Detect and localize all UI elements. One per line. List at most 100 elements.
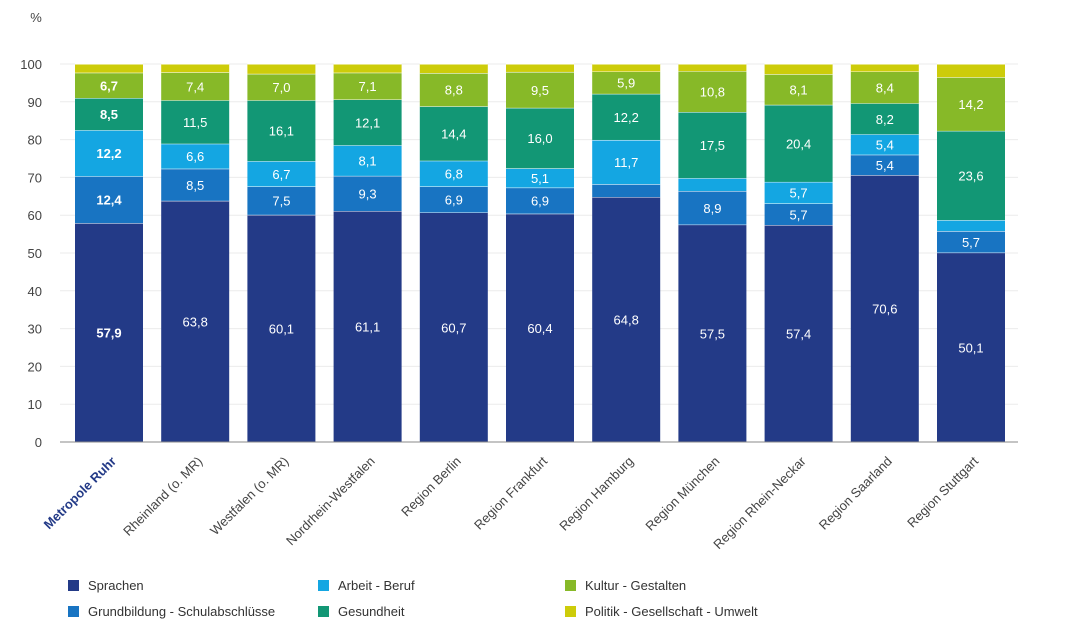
data-label: 6,7 — [100, 78, 118, 93]
data-label: 7,4 — [186, 79, 204, 94]
x-tick-label: Rheinland (o. MR) — [120, 454, 205, 539]
legend-item: Kultur - Gestalten — [565, 578, 686, 593]
data-label: 8,2 — [876, 112, 894, 127]
bar-segment — [161, 143, 230, 169]
bar-segment — [75, 176, 143, 224]
data-label: 60,7 — [441, 320, 466, 335]
data-label: 23,6 — [958, 169, 983, 184]
data-label: 70,6 — [872, 302, 897, 317]
data-label: 8,1 — [359, 154, 377, 169]
data-label: 57,9 — [96, 326, 121, 341]
bar-segment — [764, 181, 833, 204]
bar-segment — [506, 187, 574, 214]
bar-segment — [678, 64, 747, 72]
data-label: 60,4 — [527, 321, 552, 336]
data-label: 17,5 — [700, 138, 725, 153]
bar-segment — [161, 64, 230, 73]
bar-segment — [333, 145, 402, 176]
data-label: 61,1 — [355, 320, 380, 335]
bar-segment — [764, 74, 833, 105]
data-label: 8,9 — [703, 201, 721, 216]
bar-segment — [419, 64, 488, 74]
legend-item: Politik - Gesellschaft - Umwelt — [565, 604, 758, 619]
bar-segment — [419, 73, 488, 107]
data-label: 11,5 — [183, 115, 207, 130]
data-label: 6,8 — [445, 167, 463, 182]
legend-item: Grundbildung - Schulabschlüsse — [68, 604, 275, 619]
bar-segment — [247, 73, 316, 101]
data-label: 5,7 — [790, 207, 808, 222]
y-tick-label: 40 — [28, 284, 42, 299]
bar-segment — [247, 214, 316, 442]
y-tick-label: 30 — [28, 322, 42, 337]
data-label: 8,8 — [445, 83, 463, 98]
bar-segment — [937, 252, 1005, 442]
data-label: 8,1 — [790, 83, 808, 98]
y-tick-label: 10 — [28, 397, 42, 412]
bar-segment — [850, 134, 919, 155]
data-label: 8,5 — [100, 107, 118, 122]
legend-swatch — [68, 580, 79, 591]
legend-swatch — [318, 580, 329, 591]
bar-segment — [678, 191, 747, 225]
bar-segment — [75, 64, 143, 73]
data-label: 7,1 — [359, 79, 377, 94]
data-label: 57,4 — [786, 327, 811, 342]
data-label: 16,1 — [269, 124, 294, 139]
bar-segment — [678, 71, 747, 113]
y-tick-label: 0 — [35, 435, 42, 450]
data-label: 50,1 — [958, 340, 983, 355]
bar-segment — [161, 200, 230, 442]
legend-item: Arbeit - Beruf — [318, 578, 415, 593]
legend-swatch — [68, 606, 79, 617]
bar-segment — [506, 213, 574, 442]
legend-label: Kultur - Gestalten — [585, 578, 687, 593]
data-label: 12,2 — [96, 146, 121, 161]
data-label: 5,4 — [876, 158, 894, 173]
bar-segment — [850, 71, 919, 104]
data-label: 5,4 — [876, 138, 894, 153]
bar-segment — [506, 168, 574, 188]
data-label: 20,4 — [786, 136, 811, 151]
bar-segment — [75, 130, 143, 177]
bar-segment — [247, 186, 316, 215]
bar-segment — [678, 178, 747, 192]
bar-segment — [592, 184, 661, 198]
legend-swatch — [318, 606, 329, 617]
legend-item: Gesundheit — [318, 604, 405, 619]
bar-segment — [161, 100, 230, 144]
data-label: 63,8 — [183, 314, 208, 329]
y-tick-label: 20 — [28, 359, 42, 374]
data-label: 11,7 — [614, 155, 638, 170]
data-label: 5,9 — [617, 76, 635, 91]
data-label: 8,4 — [876, 80, 894, 95]
bar-segment — [850, 103, 919, 135]
bar-segment — [506, 64, 574, 72]
bar-segment — [161, 168, 230, 201]
bar-segment — [592, 139, 661, 185]
bar-segment — [247, 64, 316, 74]
data-label: 5,1 — [531, 171, 549, 186]
x-tick-label: Region Stuttgart — [904, 453, 981, 530]
bar-segment — [506, 107, 574, 169]
legend-label: Arbeit - Beruf — [338, 578, 415, 593]
bar-segment — [75, 223, 143, 442]
bar-segment — [247, 100, 316, 162]
data-label: 9,3 — [359, 186, 377, 201]
bar-segment — [506, 71, 574, 108]
y-tick-label: 60 — [28, 208, 42, 223]
bar-segment — [333, 72, 402, 100]
bar-segment — [419, 106, 488, 161]
data-label: 12,2 — [614, 110, 639, 125]
legend-item: Sprachen — [68, 578, 144, 593]
bar-segment — [419, 160, 488, 187]
x-tick-label: Nordrhein-Westfalen — [283, 454, 378, 549]
data-label: 6,6 — [186, 149, 204, 164]
legend-swatch — [565, 606, 576, 617]
data-label: 57,5 — [700, 326, 725, 341]
data-label: 9,5 — [531, 83, 549, 98]
bar-segment — [592, 197, 661, 442]
bar-segment — [75, 72, 143, 99]
legend-label: Sprachen — [88, 578, 144, 593]
